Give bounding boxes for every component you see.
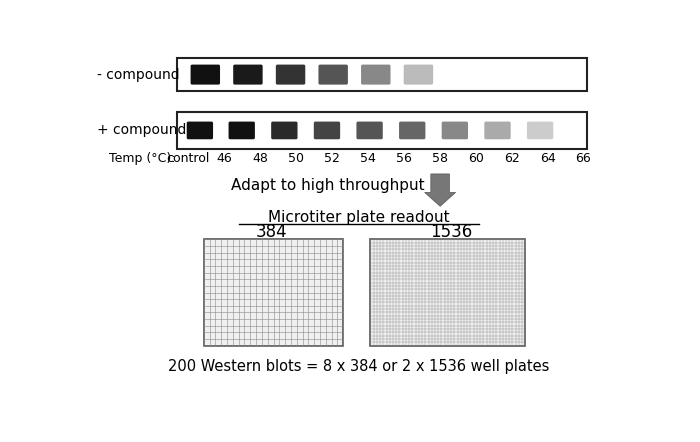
Bar <box>176 58 587 91</box>
Text: 1536: 1536 <box>430 223 473 241</box>
Text: + compound: + compound <box>97 123 186 137</box>
Text: 46: 46 <box>216 152 232 165</box>
FancyBboxPatch shape <box>527 122 553 139</box>
FancyBboxPatch shape <box>399 122 426 139</box>
FancyArrow shape <box>425 174 456 206</box>
Text: control: control <box>167 152 210 165</box>
Text: - compound: - compound <box>97 68 179 82</box>
Text: 50: 50 <box>288 152 304 165</box>
Text: 200 Western blots = 8 x 384 or 2 x 1536 well plates: 200 Western blots = 8 x 384 or 2 x 1536 … <box>168 359 550 374</box>
Text: 64: 64 <box>540 152 555 165</box>
FancyBboxPatch shape <box>190 65 220 84</box>
Text: Temp (°C):: Temp (°C): <box>109 152 176 165</box>
FancyBboxPatch shape <box>271 122 298 139</box>
FancyBboxPatch shape <box>314 122 340 139</box>
Text: Adapt to high throughput: Adapt to high throughput <box>231 178 424 193</box>
Bar <box>204 240 343 346</box>
FancyBboxPatch shape <box>442 122 468 139</box>
Text: 54: 54 <box>360 152 376 165</box>
Text: 60: 60 <box>468 152 484 165</box>
Text: 56: 56 <box>396 152 412 165</box>
FancyBboxPatch shape <box>318 65 348 84</box>
Text: 52: 52 <box>324 152 340 165</box>
Text: 58: 58 <box>432 152 448 165</box>
Bar <box>370 240 526 346</box>
Text: 62: 62 <box>504 152 519 165</box>
FancyBboxPatch shape <box>228 122 255 139</box>
FancyBboxPatch shape <box>187 122 213 139</box>
FancyBboxPatch shape <box>361 65 391 84</box>
FancyBboxPatch shape <box>484 122 511 139</box>
FancyBboxPatch shape <box>233 65 262 84</box>
Bar <box>176 112 587 149</box>
FancyBboxPatch shape <box>276 65 305 84</box>
Text: 48: 48 <box>252 152 268 165</box>
Text: 384: 384 <box>256 223 288 241</box>
FancyBboxPatch shape <box>356 122 383 139</box>
Text: Microtiter plate readout: Microtiter plate readout <box>268 210 449 225</box>
FancyBboxPatch shape <box>404 65 433 84</box>
Text: 66: 66 <box>575 152 592 165</box>
